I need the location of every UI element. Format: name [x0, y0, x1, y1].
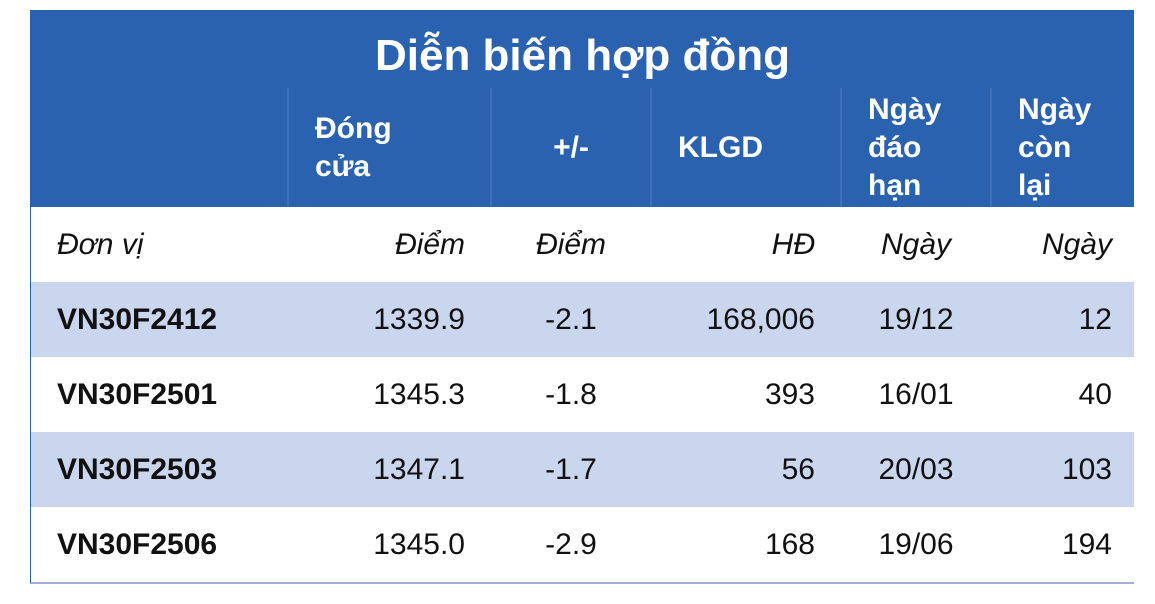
table-cell: 393	[764, 377, 815, 411]
table-cell: -1.8	[545, 377, 597, 411]
data-row: VN30F2501 1345.3 -1.8 393 16/01 40	[31, 357, 1134, 432]
table-cell: 1345.0	[373, 527, 465, 561]
table-title: Diễn biến hợp đồng	[31, 10, 1134, 88]
table-cell: 168,006	[651, 282, 841, 357]
data-row: VN30F2506 1345.0 -2.9 168 19/06 194	[31, 507, 1134, 582]
table-cell: VN30F2412	[31, 282, 288, 357]
table-cell: 19/12	[841, 282, 991, 357]
table-cell: -1.7	[491, 432, 651, 507]
table-cell: 20/03	[841, 432, 991, 507]
table-cell: KLGD	[650, 88, 841, 207]
table-cell: 16/01	[878, 377, 954, 411]
table-cell: Ngày đáo hạn	[840, 88, 991, 207]
futures-table: Đóng cửa +/- KLGD Ngày đáo hạn Ngày còn lại Đ…	[31, 88, 1134, 582]
table-cell: 40	[1078, 377, 1112, 411]
table-cell: Ngày còn lại	[990, 88, 1134, 207]
table-cell: 103	[991, 432, 1134, 507]
table-cell: Đóng cửa	[287, 88, 491, 207]
table-cell: 19/06	[878, 527, 954, 561]
table-cell: 1339.9	[288, 282, 491, 357]
table-body: Đóng cửa +/- KLGD Ngày đáo hạn Ngày còn lại Đ…	[31, 88, 1134, 582]
table-cell: HĐ	[771, 227, 815, 261]
table-cell: 194	[1061, 527, 1112, 561]
units-row: Đơn vị Điểm Điểm HĐ Ngày Ngày	[31, 207, 1134, 282]
table-cell: VN30F2501	[57, 377, 218, 411]
table-card: Diễn biến hợp đồng Đóng cửa +/- KLGD Ngày đ…	[30, 10, 1134, 584]
table-cell: VN30F2506	[57, 527, 218, 561]
table-cell: VN30F2503	[31, 432, 288, 507]
table-cell: 1347.1	[288, 432, 491, 507]
table-cell: +/-	[490, 88, 651, 207]
data-row: VN30F2503 1347.1 -1.7 56 20/03 103	[31, 432, 1134, 507]
table-cell: -2.9	[545, 527, 597, 561]
table-cell: 168	[764, 527, 815, 561]
table-cell: Điểm	[535, 227, 606, 261]
table-cell: Ngày	[1041, 227, 1112, 261]
table-cell: 12	[991, 282, 1134, 357]
header-row: Đóng cửa +/- KLGD Ngày đáo hạn Ngày còn lại	[31, 88, 1134, 207]
table-cell	[31, 88, 288, 207]
table-cell: 56	[651, 432, 841, 507]
table-cell: 1345.3	[373, 377, 465, 411]
table-cell: Điểm	[394, 227, 465, 261]
table-cell: Ngày	[880, 227, 952, 261]
table-cell: -2.1	[491, 282, 651, 357]
table-cell: Đơn vị	[57, 227, 144, 261]
data-row: VN30F2412 1339.9 -2.1 168,006 19/12 12	[31, 282, 1134, 357]
